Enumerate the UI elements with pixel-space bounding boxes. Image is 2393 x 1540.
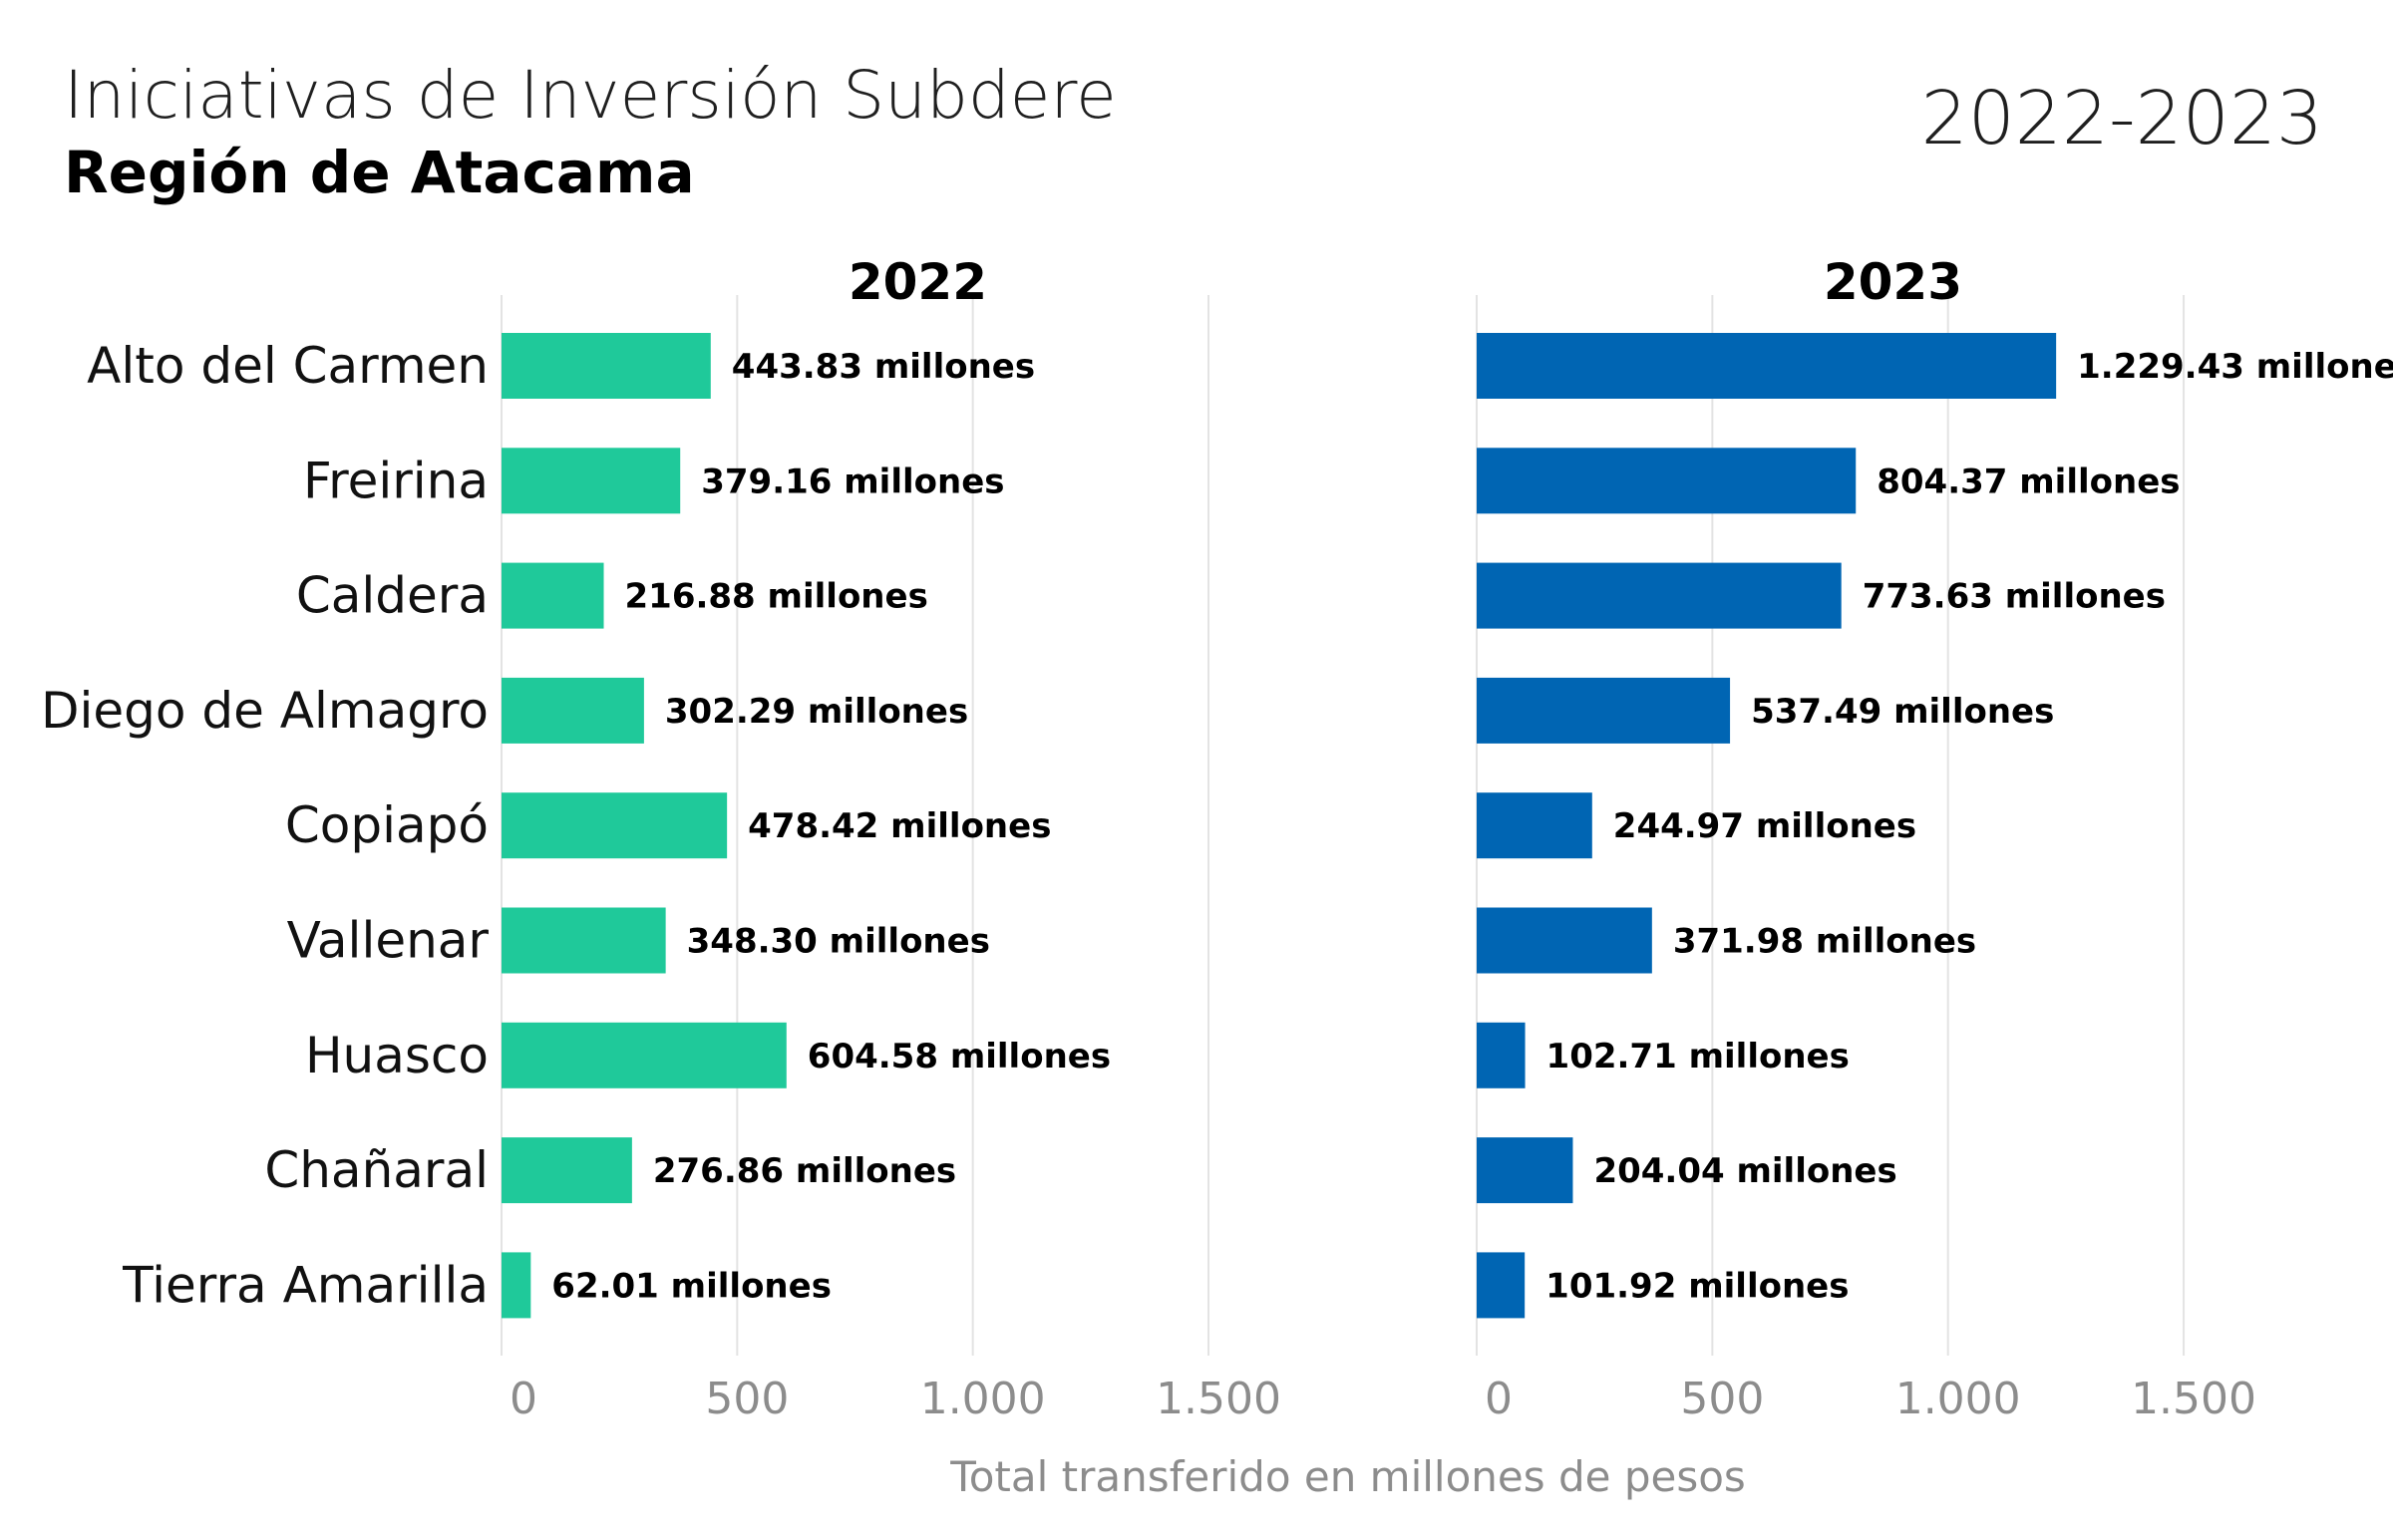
bar [1477,1252,1526,1319]
bar [1477,333,2057,399]
value-label: 216.88 millones [625,577,928,617]
panel-title: 2022 [849,253,987,311]
tick-label: 1.000 [920,1374,1046,1424]
category-label: Alto del Carmen [87,337,489,395]
tick-label: 1.000 [1895,1374,2021,1424]
chart-subtitle: Región de Atacama [64,139,695,206]
value-label: 537.49 millones [1751,692,2054,732]
tick-label: 500 [1680,1374,1764,1424]
bar [1477,677,1731,744]
bar [1477,562,1842,629]
value-label: 371.98 millones [1673,922,1976,962]
panel-title: 2023 [1824,253,1962,311]
bar [1477,448,1857,514]
value-label: 302.29 millones [665,692,968,732]
value-label: 478.42 millones [748,806,1051,846]
bar [502,792,728,859]
tick-label: 0 [1485,1374,1513,1424]
category-label: Vallenar [287,912,490,970]
value-label: 773.63 millones [1863,577,2166,617]
value-label: 276.86 millones [653,1151,956,1191]
bar [502,1022,787,1088]
category-label: Freirina [303,452,489,509]
category-label: Diego de Almagro [41,682,489,740]
x-axis-label: Total transferido en millones de pesos [949,1452,1746,1501]
bar [502,1252,531,1319]
chart-title: Iniciativas de Inversión Subdere [64,57,1117,134]
category-label: Tierra Amarilla [122,1256,489,1314]
tick-label: 1.500 [2131,1374,2256,1424]
bar [502,677,644,744]
value-label: 62.01 millones [551,1266,832,1306]
category-label: Copiapó [285,796,489,854]
category-label: Huasco [305,1027,489,1084]
plot-area: Alto del Carmen Freirina Caldera Diego de A… [41,253,2393,1501]
bar [502,448,681,514]
tick-label: 500 [705,1374,789,1424]
tick-label: 1.500 [1156,1374,1281,1424]
bar [1477,1137,1573,1204]
value-label: 1.229.43 millones [2077,347,2393,387]
bar [1477,1022,1526,1088]
tick-label: 0 [510,1374,537,1424]
chart-years: 2022-2023 [1921,76,2323,161]
value-label: 804.37 millones [1877,462,2180,501]
value-label: 443.83 millones [732,347,1035,387]
bar [1477,907,1652,974]
value-label: 379.16 millones [701,462,1004,501]
value-label: 348.30 millones [687,922,990,962]
category-label: Chañaral [264,1141,489,1199]
bar [502,907,666,974]
bar [502,333,711,399]
value-label: 102.71 millones [1546,1037,1850,1077]
bar [502,562,604,629]
value-label: 101.92 millones [1545,1266,1849,1306]
value-label: 244.97 millones [1613,806,1916,846]
bar [1477,792,1592,859]
value-label: 604.58 millones [808,1037,1111,1077]
category-label: Caldera [296,567,489,625]
bar [502,1137,632,1204]
value-label: 204.04 millones [1593,1151,1896,1191]
